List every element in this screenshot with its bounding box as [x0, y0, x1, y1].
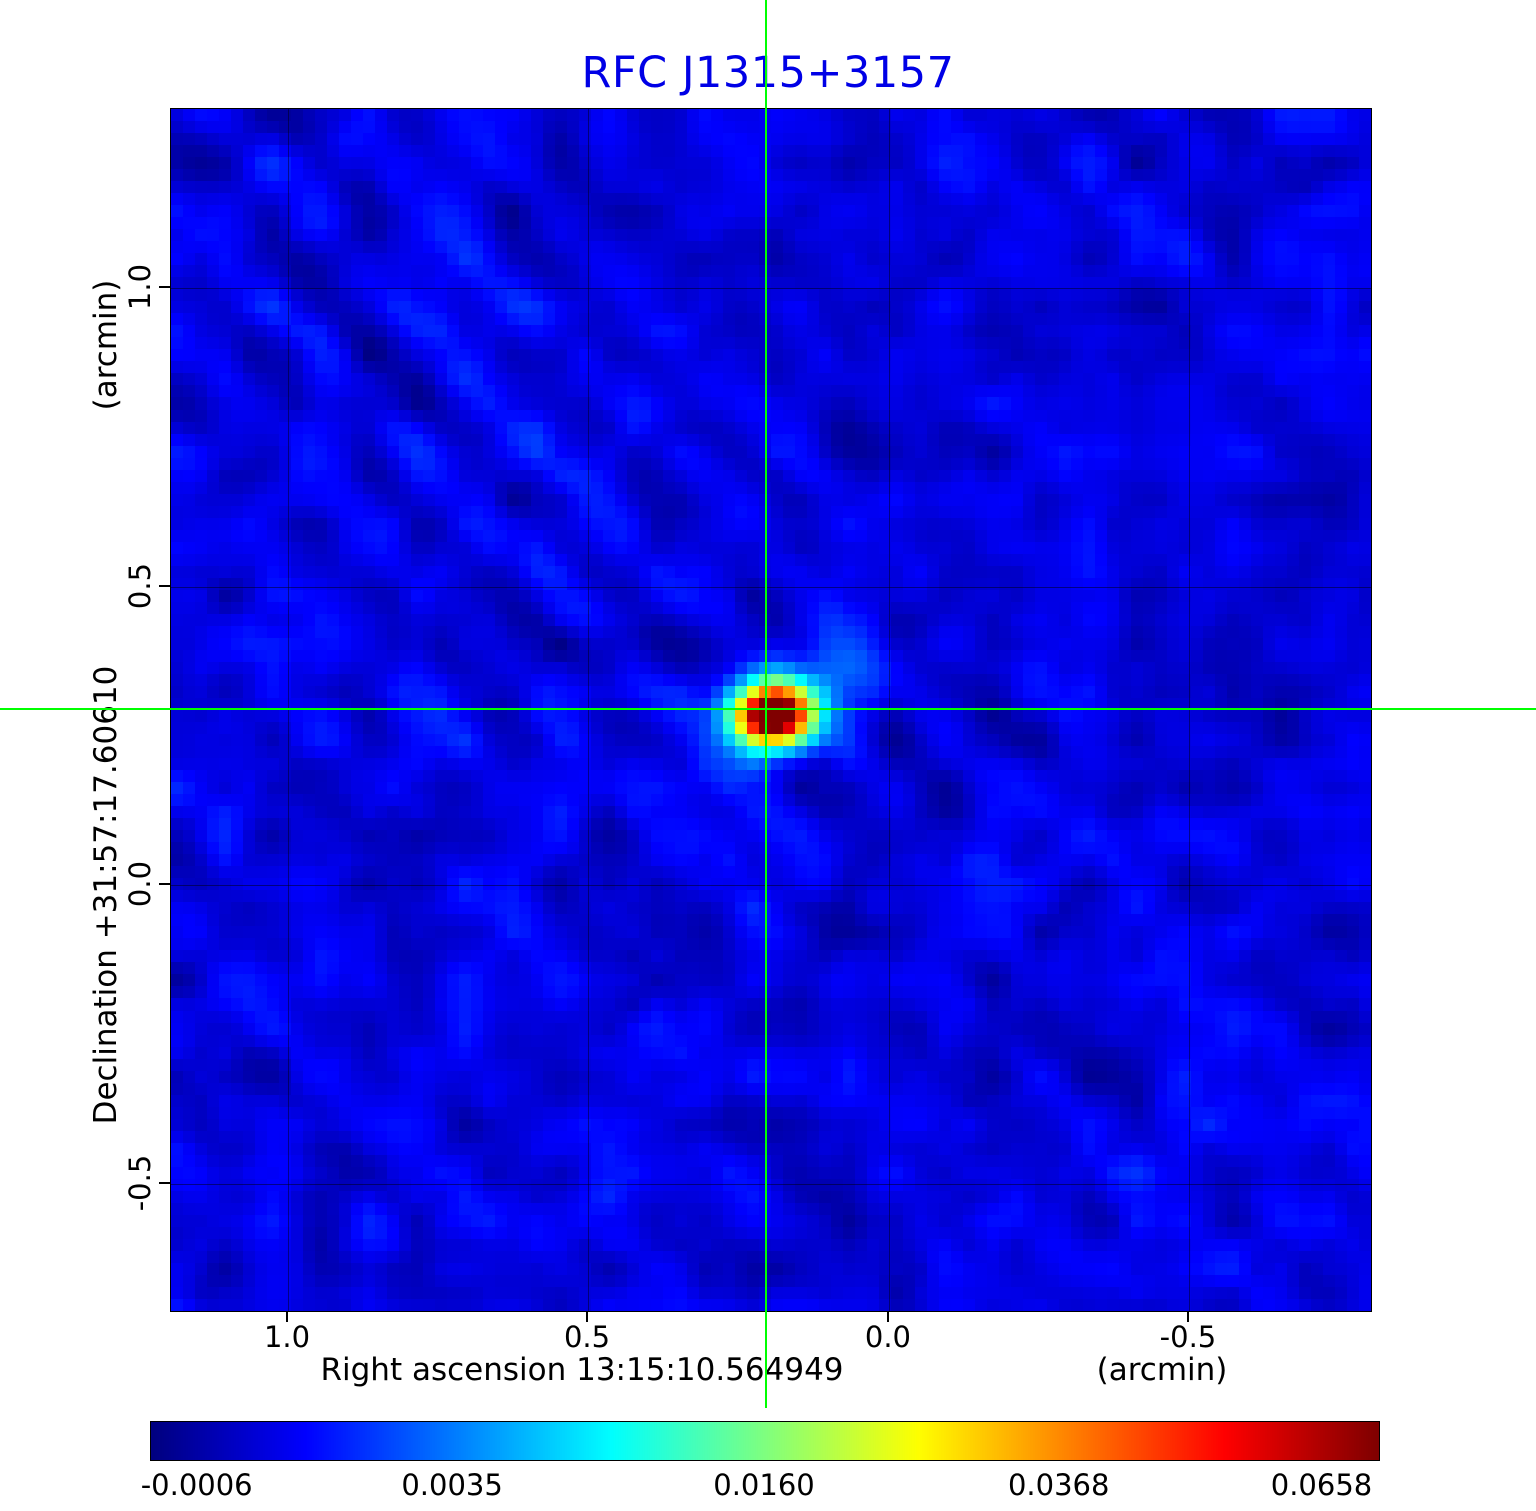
x-axis-tick-label: 1.0 [263, 1320, 311, 1354]
y-axis-tick-label: 0.5 [123, 562, 157, 610]
y-axis-tick-label: -0.5 [123, 1154, 157, 1212]
colorbar [150, 1421, 1380, 1461]
x-axis-tick-mark [886, 1311, 889, 1322]
colorbar-tick-label: 0.0658 [1270, 1468, 1373, 1502]
y-axis-tick-mark [159, 1182, 170, 1185]
crosshair-vertical-line [765, 0, 768, 1408]
colorbar-tick-label: 0.0035 [401, 1468, 503, 1502]
x-axis-unit-label: (arcmin) [1096, 1352, 1228, 1388]
x-axis-label: Right ascension 13:15:10.564949 [320, 1352, 844, 1388]
intensity-map-canvas [171, 109, 1371, 1311]
y-axis-tick-mark [159, 585, 170, 588]
x-axis-tick-label: 0.5 [563, 1320, 611, 1354]
y-axis-unit-label: (arcmin) [88, 279, 124, 411]
y-axis-tick-label: 1.0 [123, 263, 157, 311]
colorbar-tick-label: 0.0368 [1007, 1468, 1110, 1502]
radio-map-plot [170, 108, 1372, 1312]
x-axis-tick-mark [1186, 1311, 1189, 1322]
y-axis-tick-mark [159, 883, 170, 885]
x-axis-tick-label: 0.0 [864, 1320, 912, 1354]
y-axis-tick-mark [159, 285, 170, 288]
y-axis-label: Declination +31:57:17.60610 [88, 665, 124, 1125]
x-axis-tick-mark [586, 1311, 588, 1322]
figure-title: RFC J1315+3157 [581, 48, 955, 98]
crosshair-horizontal-line [0, 708, 1536, 710]
y-axis-tick-label: 0.0 [123, 860, 157, 908]
colorbar-tick-label: 0.0160 [713, 1468, 815, 1502]
colorbar-tick-label: -0.0006 [140, 1468, 253, 1502]
colorbar-gradient-canvas [151, 1422, 1379, 1460]
x-axis-tick-label: -0.5 [1159, 1320, 1217, 1354]
x-axis-tick-mark [286, 1311, 288, 1322]
